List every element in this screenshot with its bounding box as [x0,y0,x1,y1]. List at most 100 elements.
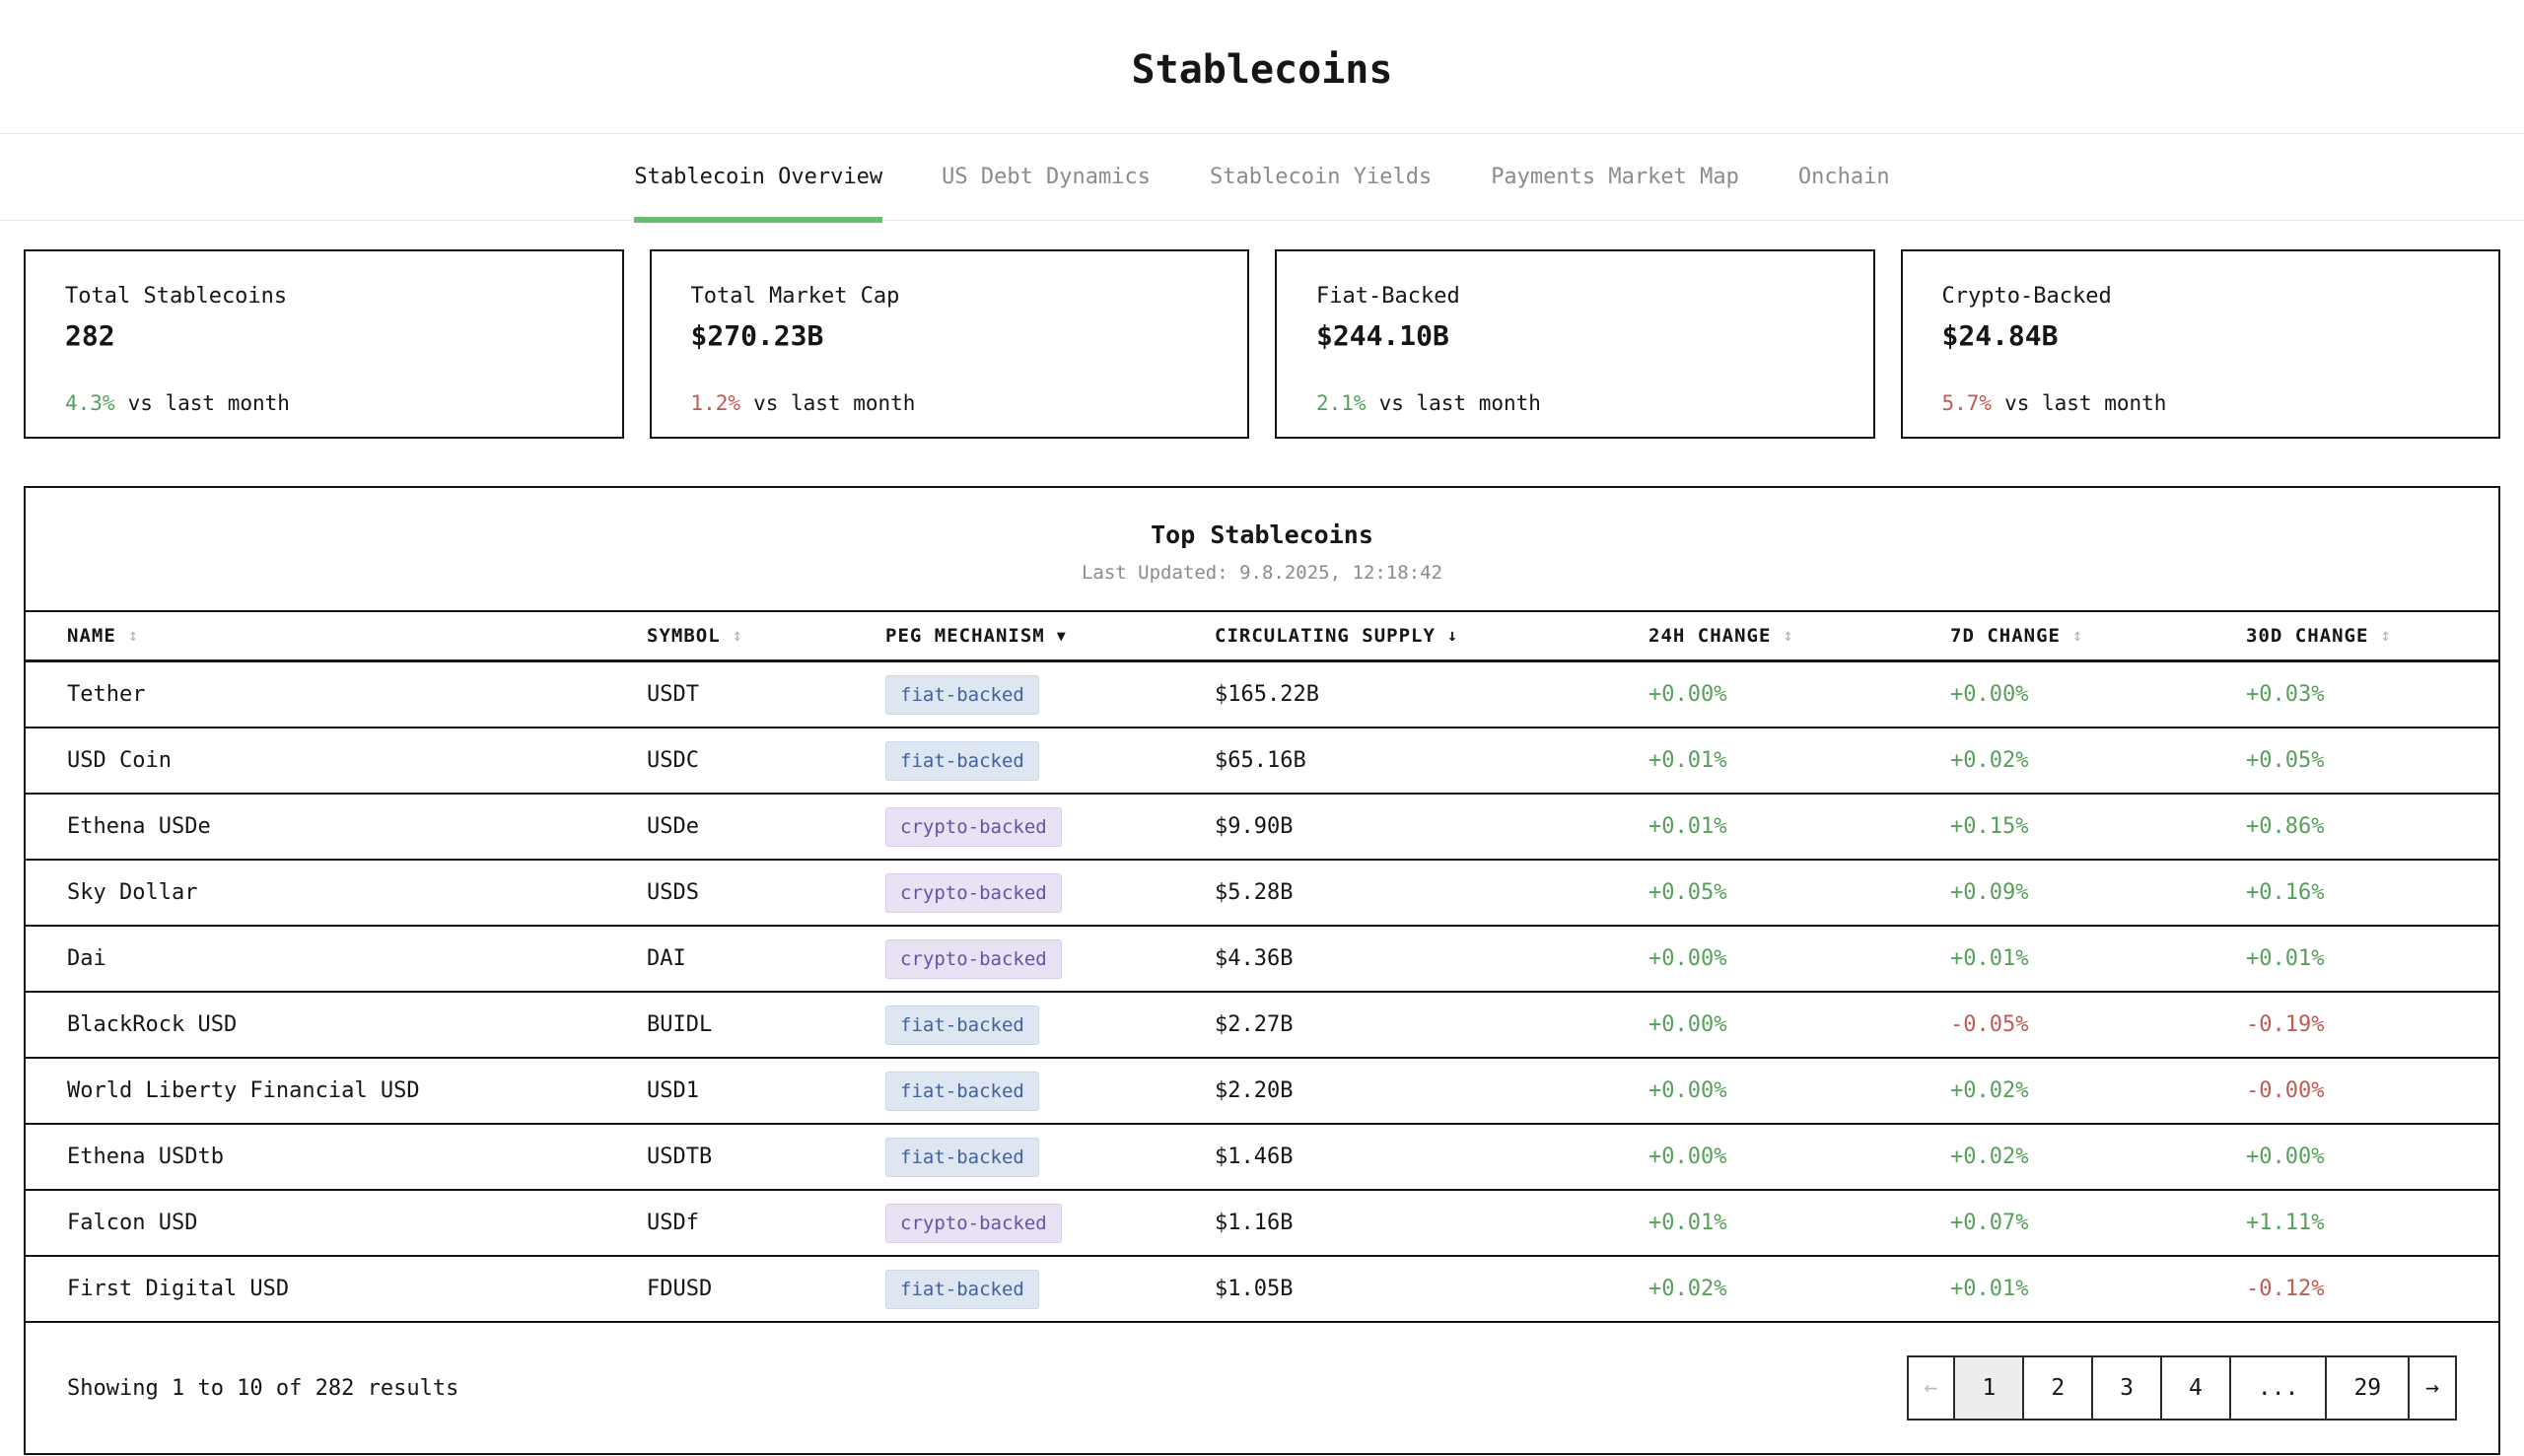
peg-mechanism-badge: crypto-backed [885,938,1062,979]
cell-30d-change: +0.05% [2246,748,2325,773]
tab-stablecoin-yields[interactable]: Stablecoin Yields [1210,134,1432,220]
cell-24h-change: +0.02% [1648,1277,1727,1301]
cell-24h-change: +0.01% [1648,1211,1727,1235]
table-header-row: NAME ↕ SYMBOL ↕ PEG MECHANISM ▼ CIRCULAT… [26,610,2498,662]
table-row: Ethena USDe USDe crypto-backed $9.90B +0… [26,795,2498,861]
cell-peg: crypto-backed [885,938,1215,979]
stat-change-percent: 1.2% [690,391,741,415]
tab-label: Payments Market Map [1491,165,1739,189]
cell-supply: $1.05B [1215,1277,1294,1301]
stat-card-value: $244.10B [1316,319,1449,352]
table-row: BlackRock USD BUIDL fiat-backed $2.27B +… [26,993,2498,1059]
tab-onchain[interactable]: Onchain [1798,134,1890,220]
column-header-name[interactable]: NAME ↕ [67,625,647,647]
cell-7d-change: +0.00% [1950,682,2029,707]
column-header-peg-mechanism[interactable]: PEG MECHANISM ▼ [885,625,1215,647]
cell-peg: fiat-backed [885,740,1215,781]
cell-7d-change: +0.07% [1950,1211,2029,1235]
page-ellipsis-button[interactable]: ... [2228,1357,2326,1419]
cell-symbol: USDe [647,814,699,839]
peg-mechanism-badge: crypto-backed [885,1203,1062,1243]
table-row: Dai DAI crypto-backed $4.36B +0.00% +0.0… [26,927,2498,993]
sort-toggle-icon: ↕ [2380,626,2392,646]
pagination-buttons: ← 1 2 3 4 ... 29 → [1906,1355,2457,1421]
stat-card-fiat-backed: Fiat-Backed $244.10B 2.1% vs last month [1275,249,1875,439]
page-button-1[interactable]: 1 [1953,1357,2023,1419]
page-button-29[interactable]: 29 [2325,1357,2409,1419]
cell-name: Ethena USDe [67,814,211,839]
stat-card-crypto-backed: Crypto-Backed $24.84B 5.7% vs last month [1900,249,2500,439]
table-body: Tether USDT fiat-backed $165.22B +0.00% … [26,662,2498,1323]
cell-supply: $9.90B [1215,814,1294,839]
cell-7d-change: +0.09% [1950,880,2029,905]
stats-row: Total Stablecoins 282 4.3% vs last month … [0,221,2524,439]
stat-change-percent: 2.1% [1316,391,1367,415]
cell-supply: $5.28B [1215,880,1294,905]
stat-card-value: 282 [65,319,115,352]
table-row: Sky Dollar USDS crypto-backed $5.28B +0.… [26,861,2498,927]
stat-card-value: $24.84B [1941,319,2059,352]
stat-card-label: Total Stablecoins [65,284,288,309]
cell-peg: fiat-backed [885,1269,1215,1309]
cell-7d-change: +0.15% [1950,814,2029,839]
table-row: Falcon USD USDf crypto-backed $1.16B +0.… [26,1191,2498,1257]
peg-mechanism-badge: fiat-backed [885,1071,1039,1111]
stat-change-suffix: vs last month [2004,391,2167,415]
cell-supply: $4.36B [1215,946,1294,971]
cell-7d-change: -0.05% [1950,1012,2029,1037]
cell-7d-change: +0.01% [1950,946,2029,971]
stablecoins-table: Top Stablecoins Last Updated: 9.8.2025, … [24,486,2500,1455]
cell-24h-change: +0.00% [1648,682,1727,707]
column-header-circulating-supply[interactable]: CIRCULATING SUPPLY ↓ [1215,625,1648,647]
table-title: Top Stablecoins [1151,520,1373,549]
tab-bar: Stablecoin Overview US Debt Dynamics Sta… [0,133,2524,223]
page-button-label: 2 [2051,1375,2066,1401]
cell-supply: $165.22B [1215,682,1319,707]
cell-symbol: FDUSD [647,1277,713,1301]
tab-stablecoin-overview[interactable]: Stablecoin Overview [634,134,882,223]
tab-us-debt-dynamics[interactable]: US Debt Dynamics [942,134,1151,220]
cell-7d-change: +0.02% [1950,1144,2029,1169]
filter-dropdown-icon: ▼ [1056,627,1067,645]
stat-card-value: $270.23B [690,319,824,352]
tab-payments-market-map[interactable]: Payments Market Map [1491,134,1739,220]
cell-7d-change: +0.01% [1950,1277,2029,1301]
column-header-24h-change[interactable]: 24H CHANGE ↕ [1648,625,1950,647]
page-button-4[interactable]: 4 [2160,1357,2229,1419]
next-page-button[interactable]: → [2408,1357,2455,1419]
peg-mechanism-badge: fiat-backed [885,1005,1039,1045]
cell-supply: $1.16B [1215,1211,1294,1235]
page-button-2[interactable]: 2 [2022,1357,2092,1419]
pagination: Showing 1 to 10 of 282 results ← 1 2 3 4… [26,1323,2498,1453]
column-header-symbol[interactable]: SYMBOL ↕ [647,625,885,647]
peg-mechanism-badge: fiat-backed [885,674,1039,715]
page-button-label: 3 [2120,1375,2135,1401]
page-button-3[interactable]: 3 [2091,1357,2161,1419]
cell-24h-change: +0.00% [1648,1078,1727,1103]
cell-30d-change: +0.01% [2246,946,2325,971]
column-header-7d-change[interactable]: 7D CHANGE ↕ [1950,625,2246,647]
sort-descending-icon: ↓ [1446,626,1459,646]
tab-label: Onchain [1797,165,1890,189]
cell-30d-change: -0.00% [2246,1078,2325,1103]
stat-card-label: Total Market Cap [690,284,900,309]
previous-page-button[interactable]: ← [1908,1357,1954,1419]
page-button-label: 29 [2353,1375,2382,1401]
cell-30d-change: +1.11% [2246,1211,2325,1235]
cell-peg: crypto-backed [885,806,1215,847]
cell-name: First Digital USD [67,1277,290,1301]
column-header-30d-change[interactable]: 30D CHANGE ↕ [2246,625,2457,647]
cell-name: Sky Dollar [67,880,198,905]
column-header-label: 30D CHANGE [2246,625,2369,647]
column-header-label: NAME [67,625,116,647]
cell-24h-change: +0.00% [1648,946,1727,971]
table-row: USD Coin USDC fiat-backed $65.16B +0.01%… [26,728,2498,795]
results-summary: Showing 1 to 10 of 282 results [67,1375,459,1401]
arrow-left-icon: ← [1924,1375,1938,1401]
tab-label: US Debt Dynamics [942,165,1152,189]
arrow-right-icon: → [2425,1375,2439,1401]
cell-24h-change: +0.00% [1648,1144,1727,1169]
cell-symbol: USDC [647,748,699,773]
cell-peg: crypto-backed [885,1203,1215,1243]
peg-mechanism-badge: fiat-backed [885,740,1039,781]
